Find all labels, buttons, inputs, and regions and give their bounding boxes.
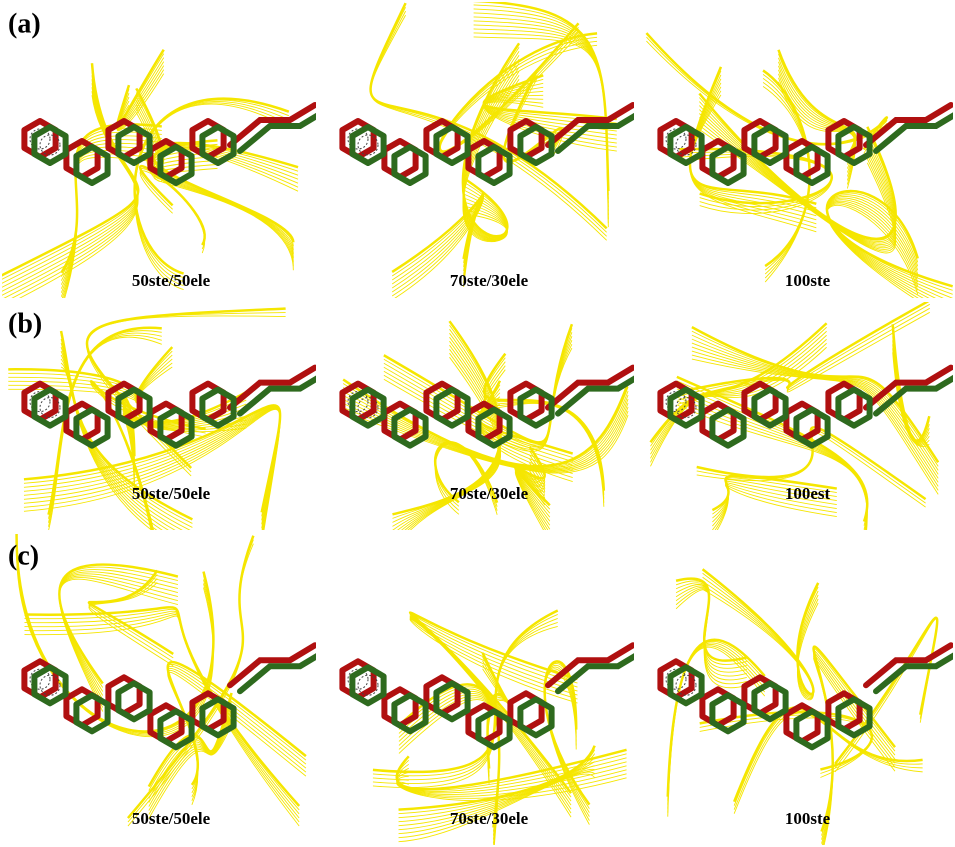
ring [712,410,743,446]
caption: 100ste [785,271,831,290]
panel-label: (b) [8,308,42,339]
panel-content [342,1,643,300]
structures [0,1,955,847]
caption: 50ste/50ele [132,484,211,503]
caption: 70ste/30ele [450,271,529,290]
panel [660,569,955,847]
ring [394,695,425,731]
panel [8,309,325,556]
panel-label: (c) [8,540,39,571]
ring [670,667,701,703]
ring [352,127,383,163]
ribbon [646,37,886,153]
panel-content [8,309,325,556]
panel-content [17,533,325,827]
ribbon [154,152,293,254]
caption: 50ste/50ele [132,271,211,290]
ring [670,127,701,163]
ring [352,667,383,703]
caption: 70ste/30ele [450,484,529,503]
ribbon [827,204,953,318]
panel-content [342,321,643,550]
figure: (a) 50ste/50ele 70ste/30ele 100ste (b) 50ste/… [0,0,955,847]
ring [478,147,509,183]
caption: 50ste/50ele [132,809,211,828]
ribbon [59,576,178,704]
ring [754,390,785,426]
panel [17,533,325,827]
panel-content [0,50,325,309]
panel-content [660,569,955,847]
panel-content [650,300,955,549]
panel-label: (a) [8,8,41,39]
panel [342,1,643,300]
panel [650,300,955,549]
ribbon [154,148,293,250]
caption: 100ste [785,809,831,828]
panel [342,321,643,550]
caption: 100est [785,484,831,503]
ring [394,147,425,183]
caption: 70ste/30ele [450,809,529,828]
page: {"rows": [ {"label": "(a)", "captions": … [0,0,955,847]
ring [34,390,65,426]
ring [34,127,65,163]
ring [118,683,149,719]
panel [0,50,325,309]
